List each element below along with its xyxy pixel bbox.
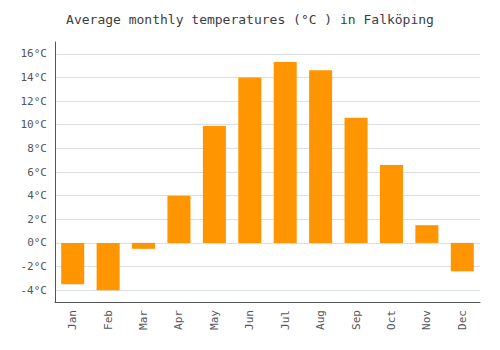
svg-text:Aug: Aug	[314, 310, 327, 330]
svg-text:Oct: Oct	[385, 310, 398, 330]
svg-text:Jan: Jan	[66, 310, 79, 330]
svg-text:16°C: 16°C	[21, 47, 48, 60]
svg-text:Sep: Sep	[350, 310, 363, 330]
svg-text:10°C: 10°C	[21, 118, 48, 131]
svg-text:Jun: Jun	[243, 310, 256, 330]
svg-text:6°C: 6°C	[27, 166, 47, 179]
svg-text:-2°C: -2°C	[21, 260, 48, 273]
svg-text:0°C: 0°C	[27, 236, 47, 249]
svg-text:Mar: Mar	[137, 310, 150, 330]
svg-text:Nov: Nov	[420, 310, 433, 330]
svg-text:Apr: Apr	[172, 310, 185, 330]
svg-text:2°C: 2°C	[27, 213, 47, 226]
svg-text:12°C: 12°C	[21, 95, 48, 108]
svg-text:4°C: 4°C	[27, 189, 47, 202]
svg-text:Dec: Dec	[456, 310, 469, 330]
svg-text:14°C: 14°C	[21, 71, 48, 84]
svg-text:-4°C: -4°C	[21, 284, 48, 297]
svg-text:8°C: 8°C	[27, 142, 47, 155]
svg-text:Jul: Jul	[279, 310, 292, 330]
svg-text:Feb: Feb	[102, 310, 115, 330]
svg-text:May: May	[208, 310, 221, 330]
svg-text:Average monthly temperatures (: Average monthly temperatures (°C ) in Fa…	[66, 12, 434, 27]
